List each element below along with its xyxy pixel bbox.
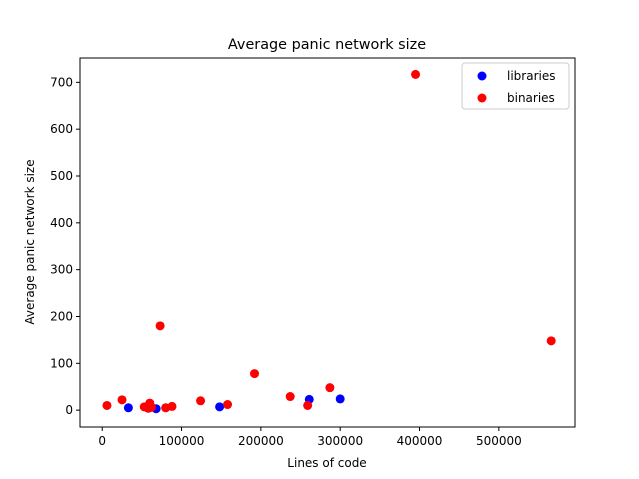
libraries-point (335, 394, 345, 404)
libraries-legend-label: libraries (507, 69, 555, 83)
plot-area (79, 57, 576, 428)
x-tick-label: 300000 (317, 434, 363, 448)
data-points (102, 69, 556, 414)
binaries-point (223, 400, 233, 410)
y-axis-label: Average panic network size (23, 159, 37, 324)
binaries-point (250, 369, 260, 379)
binaries-point (117, 395, 127, 405)
libraries-point (123, 403, 133, 413)
binaries-point (167, 401, 177, 411)
binaries-point (411, 69, 421, 79)
x-tick-label: 400000 (397, 434, 443, 448)
y-tick-label: 0 (65, 403, 73, 417)
binaries-point (196, 396, 206, 406)
binaries-point (102, 400, 112, 410)
libraries-legend-marker (477, 71, 487, 81)
y-tick-label: 300 (50, 263, 73, 277)
chart-title: Average panic network size (228, 37, 426, 53)
binaries-point (325, 383, 335, 393)
binaries-legend-label: binaries (507, 91, 555, 105)
x-axis-ticks: 0 100000 200000 300000 400000 500000 (98, 427, 522, 448)
legend-items: libraries binaries (477, 69, 555, 105)
legend-box (461, 62, 570, 110)
y-tick-label: 500 (50, 169, 73, 183)
binaries-point (155, 321, 165, 331)
y-tick-label: 600 (50, 122, 73, 136)
y-axis-ticks: 0 100 200 300 400 500 600 700 (50, 75, 80, 417)
y-tick-label: 200 (50, 309, 73, 323)
binaries-point (546, 336, 556, 346)
x-tick-label: 100000 (159, 434, 205, 448)
plot-frame (79, 57, 576, 428)
binaries-point (285, 392, 295, 402)
legend: libraries binaries (461, 62, 570, 110)
y-tick-label: 400 (50, 216, 73, 230)
binaries-point (146, 402, 156, 412)
x-tick-label: 500000 (476, 434, 522, 448)
y-tick-label: 700 (50, 75, 73, 89)
y-tick-label: 100 (50, 356, 73, 370)
x-tick-label: 200000 (238, 434, 284, 448)
binaries-legend-marker (477, 93, 487, 103)
x-axis-label: Lines of code (287, 456, 366, 470)
binaries-point (303, 400, 313, 410)
libraries-point (215, 402, 225, 412)
x-tick-label: 0 (98, 434, 106, 448)
